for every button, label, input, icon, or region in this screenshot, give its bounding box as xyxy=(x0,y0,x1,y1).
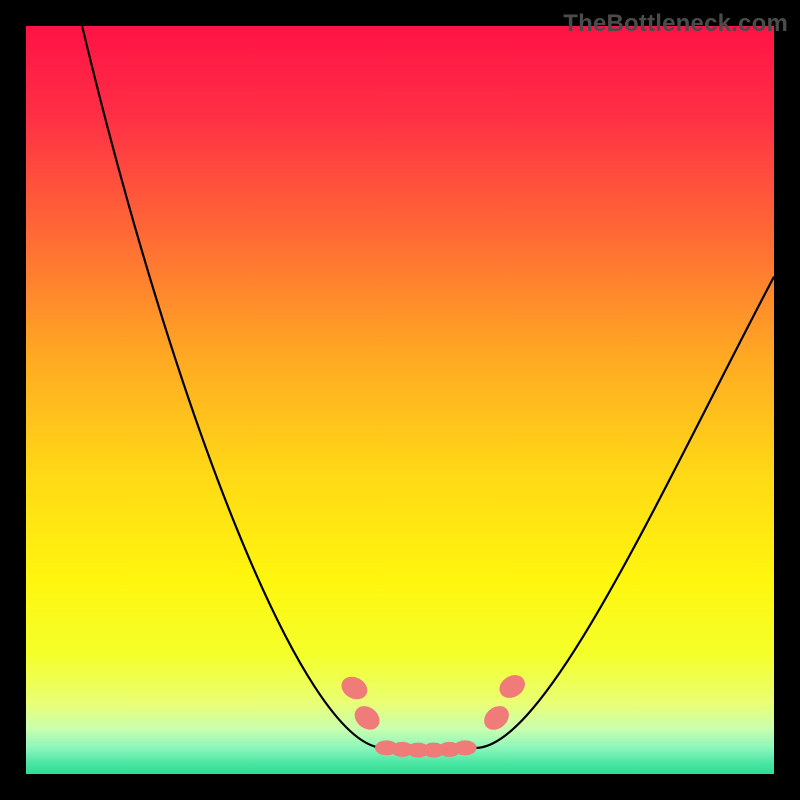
curve-marker xyxy=(351,702,384,734)
chart-frame: TheBottleneck.com xyxy=(0,0,800,800)
curve-marker xyxy=(480,702,513,734)
curve-marker xyxy=(454,741,476,755)
curve-marker xyxy=(338,673,370,703)
curve-marker xyxy=(496,671,529,702)
plot-area xyxy=(26,26,774,774)
curve-overlay xyxy=(26,26,774,774)
watermark-text: TheBottleneck.com xyxy=(563,10,788,38)
bottleneck-curve xyxy=(82,26,774,748)
